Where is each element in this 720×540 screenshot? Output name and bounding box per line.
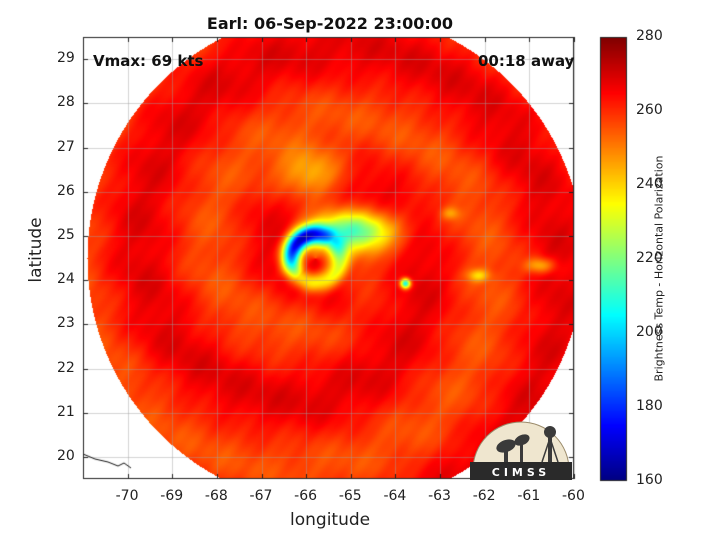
y-tick-label: 21: [57, 403, 75, 420]
x-tick-label: -65: [338, 488, 362, 504]
x-tick-label: -64: [383, 488, 407, 504]
x-tick-label: -70: [115, 488, 139, 504]
y-tick-label: 28: [57, 94, 75, 111]
y-tick-label: 23: [57, 315, 75, 332]
x-tick-label: -68: [204, 488, 228, 504]
cimss-logo: CIMSS: [470, 410, 572, 519]
colorbar-tick-label: 220: [636, 250, 663, 266]
x-tick-label: -69: [160, 488, 184, 504]
y-tick-label: 25: [57, 226, 75, 243]
colorbar-tick-label: 260: [636, 102, 663, 118]
vmax-label: Vmax: 69 kts: [93, 52, 204, 70]
plot-title: Earl: 06-Sep-2022 23:00:00: [206, 14, 454, 33]
x-tick-label: -62: [472, 488, 496, 504]
y-tick-label: 20: [57, 447, 75, 464]
y-tick-label: 24: [57, 271, 75, 288]
time-away-label: 00:18 away: [478, 52, 575, 70]
colorbar-tick-label: 180: [636, 398, 663, 414]
colorbar-tick-label: 160: [636, 472, 663, 488]
logo-text: CIMSS: [492, 466, 550, 479]
y-tick-label: 29: [57, 50, 75, 67]
x-tick-label: -66: [294, 488, 318, 504]
x-tick-label: -63: [428, 488, 451, 504]
x-axis-label: longitude: [290, 510, 371, 530]
colorbar-tick-label: 240: [636, 176, 663, 192]
x-tick-label: -67: [249, 488, 273, 504]
colorbar-tick-label: 200: [636, 324, 663, 340]
x-tick-label: -61: [517, 488, 541, 504]
y-tick-label: 22: [57, 359, 75, 376]
y-tick-label: 26: [57, 182, 75, 199]
y-tick-label: 27: [57, 138, 75, 155]
colorbar-tick-label: 280: [636, 28, 663, 44]
y-axis-label: latitude: [26, 217, 46, 283]
x-tick-label: -60: [562, 488, 585, 504]
